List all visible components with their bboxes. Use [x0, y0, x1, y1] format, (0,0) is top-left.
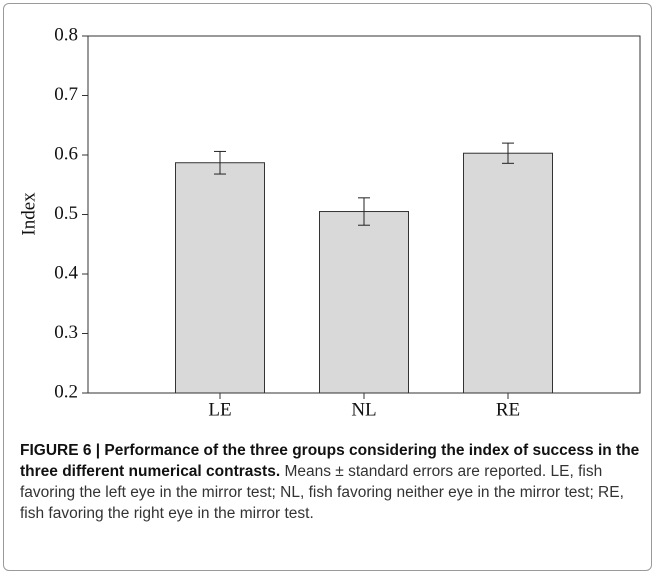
y-tick-label: 0.5 [54, 203, 78, 224]
y-tick-label: 0.3 [54, 322, 78, 343]
x-tick-label: NL [351, 399, 376, 420]
caption: FIGURE 6 | Performance of the three grou… [20, 440, 642, 524]
y-tick-label: 0.4 [54, 262, 78, 283]
caption-text: Means ± standard errors are reported. LE… [20, 463, 624, 522]
bar [319, 211, 409, 394]
caption-title: FIGURE 6 | Performance of the three grou… [20, 442, 640, 480]
y-tick-label: 0.8 [54, 24, 78, 45]
x-tick-label: RE [496, 399, 520, 420]
y-tick-label: 0.2 [54, 381, 78, 402]
figure-frame [3, 3, 652, 571]
x-tick-label: LE [208, 399, 231, 420]
y-axis-label: Index [18, 192, 39, 236]
bar [175, 162, 265, 394]
y-tick-label: 0.6 [54, 143, 78, 164]
chart: Index 0.2 0.3 0.4 0.5 0.6 0.7 0.8 LE NL RE [18, 24, 641, 420]
y-tick-label: 0.7 [54, 84, 78, 105]
bar [463, 152, 553, 394]
